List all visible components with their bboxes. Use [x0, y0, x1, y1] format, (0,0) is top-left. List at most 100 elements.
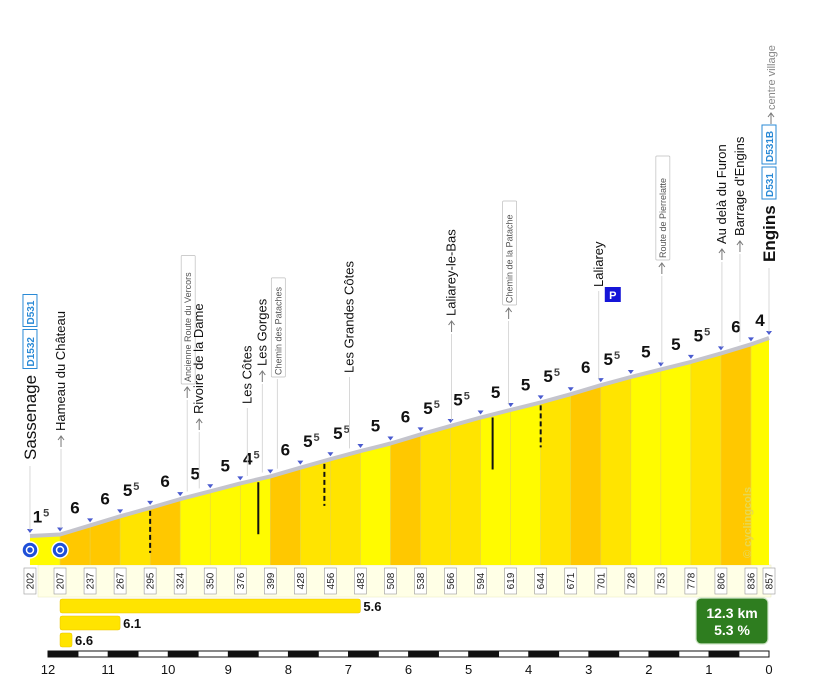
altitude-value: 671 [566, 572, 577, 589]
max-gradient-value: 5.6 [363, 599, 381, 614]
gradient-decimal: 5 [344, 424, 350, 436]
place-label: Rivoire de la Dame [191, 303, 206, 414]
x-tick-label: 12 [41, 662, 55, 677]
direction-arrow-icon [736, 240, 744, 252]
profile-segment [29, 534, 61, 565]
gradient-label: 5 [521, 375, 530, 394]
road-badge-label: D1532 [26, 337, 37, 367]
altitude-strip [37, 564, 772, 598]
gradient-label: 5 [221, 456, 230, 475]
point-marker [387, 436, 394, 441]
roundabout-ring [55, 545, 65, 555]
place-label-extra: centre village [766, 45, 778, 110]
summary-gradient: 5.3 % [714, 622, 750, 638]
x-tick-label: 2 [645, 662, 652, 677]
place-label-box [655, 155, 671, 261]
gradient-label: 6 [160, 472, 169, 491]
altitude-value: 538 [416, 572, 427, 589]
road-badge-label: D531 [765, 173, 776, 197]
profile-segment [630, 369, 661, 565]
direction-arrow-icon [448, 320, 455, 332]
point-marker [717, 346, 724, 351]
gradient-decimal: 5 [554, 367, 560, 379]
point-marker [657, 362, 664, 367]
place-label: Laliarey-le-Bas [444, 229, 459, 316]
altitude-box [624, 567, 638, 595]
profile-segment [510, 402, 541, 565]
profile-segment [330, 451, 361, 565]
scale-light [257, 650, 289, 658]
place-label: Chemin des Pataches [273, 286, 283, 375]
parking-label: P [609, 290, 616, 302]
place-label: Au delà du Furon [714, 144, 729, 244]
gradient-decimal: 5 [314, 432, 320, 444]
altitude-box [294, 567, 307, 595]
place-label: Les Grandes Côtes [341, 260, 356, 373]
arrow-head [658, 262, 666, 268]
profile-segment [720, 344, 751, 565]
place-label: Laliarey [591, 241, 606, 287]
roundabout-circle [51, 541, 69, 559]
gradient-label: 55 [303, 432, 320, 451]
gradient-decimal: 5 [704, 326, 710, 338]
scale-light [378, 650, 409, 658]
road-badge-label: D531B [765, 131, 776, 162]
profile-segment [360, 443, 391, 565]
x-tick-label: 11 [101, 662, 115, 677]
road-badge-label: D531 [26, 300, 37, 324]
point-marker [747, 337, 754, 342]
altitude-value: 644 [536, 572, 547, 589]
x-tick-label: 0 [765, 662, 772, 677]
scale-light [738, 650, 770, 658]
x-tick-label: 10 [161, 662, 175, 677]
point-marker [597, 378, 604, 383]
roundabout-icon [51, 541, 69, 559]
direction-arrow-icon [258, 370, 266, 382]
x-tick-label: 3 [585, 662, 592, 677]
arrow-head [718, 248, 726, 254]
scale-light [438, 650, 469, 658]
altitude-box [762, 567, 776, 595]
arrow-head [258, 370, 266, 376]
altitude-value: 456 [326, 572, 337, 589]
arrow-head [767, 112, 775, 118]
point-marker [447, 418, 454, 423]
gradient-label: 6 [100, 489, 109, 508]
altitude-value: 267 [116, 572, 127, 589]
profile-segment [60, 525, 91, 565]
place-label: Route de Pierrelatte [658, 178, 668, 258]
gradient-decimal: 5 [434, 399, 440, 411]
scale-dark [528, 651, 559, 657]
scale-light [498, 650, 530, 658]
x-tick-label: 6 [405, 662, 412, 677]
gradient-label: 5 [641, 342, 650, 361]
gradient-decimal: 5 [133, 481, 139, 493]
point-marker [297, 460, 304, 465]
arrow-head [57, 435, 65, 441]
profile-segment [270, 467, 301, 565]
altitude-box [384, 567, 397, 595]
point-marker [567, 387, 574, 392]
profile-segment [120, 507, 151, 565]
altitude-value: 237 [86, 572, 97, 589]
altitude-value: 350 [206, 572, 217, 589]
gradient-label: 55 [423, 399, 440, 418]
altitude-box [684, 567, 698, 595]
point-marker [57, 527, 64, 532]
place-label-box [270, 277, 286, 378]
road-badge [22, 329, 38, 369]
gradient-label: 55 [603, 350, 620, 369]
scale-dark [48, 651, 79, 657]
point-marker [207, 484, 214, 489]
profile-segment [300, 459, 331, 565]
arrow-head [736, 240, 744, 246]
altitude-value: 566 [446, 572, 457, 589]
place-label-finish: Engins [760, 205, 779, 262]
max-gradient-bar [59, 598, 361, 614]
direction-arrow-icon [718, 248, 726, 260]
altitude-value: 619 [506, 572, 517, 589]
x-tick-label: 8 [285, 662, 292, 677]
gradient-label: 5 [491, 383, 500, 402]
scale-light [618, 650, 650, 658]
